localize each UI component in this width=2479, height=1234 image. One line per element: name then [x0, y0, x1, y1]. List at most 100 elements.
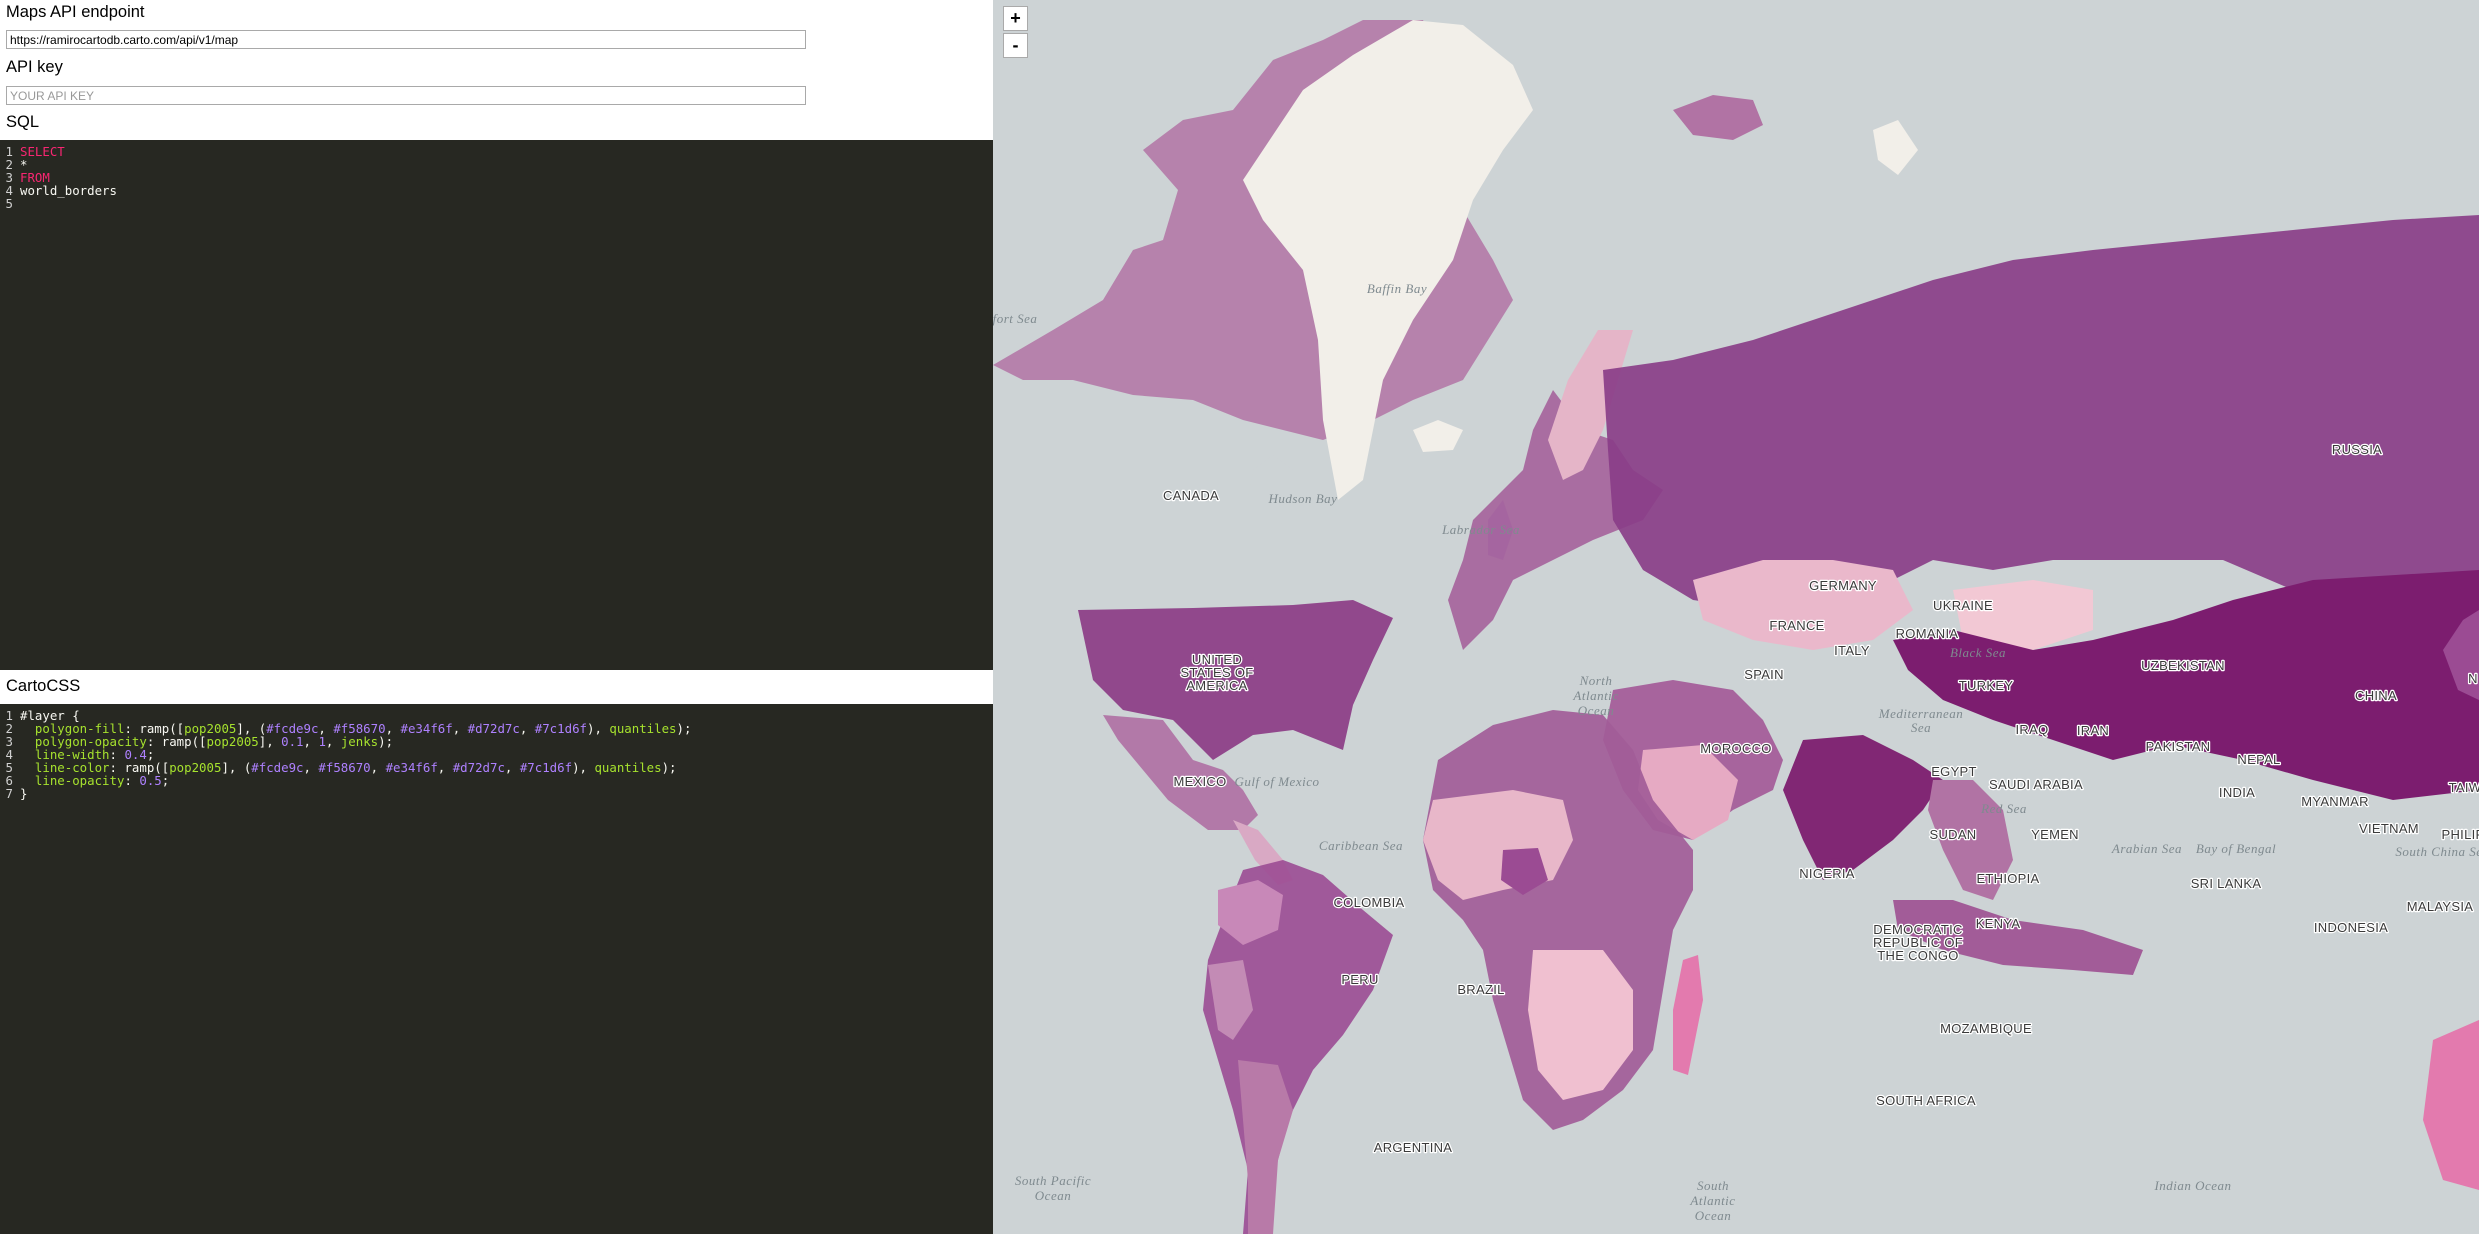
map-label-ukraine: UKRAINE	[1933, 598, 1993, 613]
map-label-mediterranean-1: Mediterranean	[1878, 706, 1963, 721]
map-canvas[interactable]: CANADA UNITED STATES OF AMERICA MEXICO C…	[993, 0, 2479, 1234]
line-number: 5	[5, 196, 13, 211]
map-label-china: CHINA	[2355, 688, 2397, 703]
southern-africa-shape	[1528, 950, 1633, 1100]
css-color: #7c1d6f	[519, 760, 573, 775]
css-color: #fcde9c	[266, 721, 319, 736]
map-label-russia: RUSSIA	[2332, 442, 2382, 457]
map-view[interactable]: CANADA UNITED STATES OF AMERICA MEXICO C…	[993, 0, 2479, 1234]
india-shape	[1783, 735, 1943, 880]
css-punct: ),	[572, 760, 595, 775]
map-label-south-pacific-2: Ocean	[1035, 1188, 1071, 1203]
map-label-ethiopia: ETHIOPIA	[1976, 871, 2039, 886]
map-label-south-atlantic-1: South	[1697, 1178, 1729, 1193]
css-color: #e34f6f	[385, 760, 438, 775]
api-key-input[interactable]	[6, 86, 806, 105]
code-line: 5	[0, 197, 993, 210]
map-label-red-sea: Red Sea	[1980, 801, 2027, 816]
mexico-shape	[1103, 715, 1258, 830]
line-number: 3	[5, 734, 13, 749]
map-label-bay-of-bengal: Bay of Bengal	[2196, 841, 2276, 856]
css-punct: ], (	[236, 721, 267, 736]
css-punct: :	[109, 760, 125, 775]
map-label-kenya: KENYA	[1976, 916, 2021, 931]
map-label-south-atlantic-2: Atlantic	[1689, 1193, 1735, 1208]
colombia-shape	[1218, 880, 1283, 945]
map-label-morocco: MOROCCO	[1700, 741, 1771, 756]
map-label-colombia: COLOMBIA	[1333, 895, 1404, 910]
map-label-sri-lanka: SRI LANKA	[2191, 876, 2262, 891]
css-punct: ),	[586, 721, 610, 736]
map-label-hudson-bay: Hudson Bay	[1268, 491, 1338, 506]
map-label-beaufort-sea: fort Sea	[993, 311, 1037, 326]
line-number: 3	[5, 170, 13, 185]
css-color: #e34f6f	[400, 721, 453, 736]
map-label-usa-1: UNITED	[1192, 652, 1242, 667]
map-label-nepal: NEPAL	[2237, 752, 2280, 767]
sql-keyword: SELECT	[20, 144, 65, 159]
css-brace: }	[20, 786, 28, 801]
map-label-korea: N	[2468, 671, 2478, 686]
css-punct: :	[124, 721, 140, 736]
line-number: 7	[5, 786, 13, 801]
sql-editor[interactable]: 1 SELECT 2 * 3 FROM 4 world_borders 5	[0, 140, 993, 670]
map-label-canada: CANADA	[1163, 488, 1219, 503]
map-label-iran: IRAN	[2077, 723, 2109, 738]
css-punct: ;	[161, 773, 170, 788]
madagascar-shape	[1673, 955, 1703, 1075]
map-label-argentina: ARGENTINA	[1374, 1140, 1453, 1155]
css-function: ramp	[161, 734, 192, 749]
map-label-saudi-arabia: SAUDI ARABIA	[1989, 777, 2083, 792]
map-label-pakistan: PAKISTAN	[2146, 739, 2211, 754]
australia-edge-shape	[2423, 1020, 2479, 1190]
map-label-drc-1: DEMOCRATIC	[1873, 922, 1962, 937]
map-label-south-china-sea: South China Se	[2395, 844, 2479, 859]
css-function: ramp	[139, 721, 170, 736]
map-label-mozambique: MOZAMBIQUE	[1940, 1021, 2032, 1036]
zoom-in-button[interactable]: +	[1003, 6, 1028, 31]
css-color: #fcde9c	[251, 760, 304, 775]
map-label-sudan: SUDAN	[1929, 827, 1976, 842]
kazakhstan-shape	[1693, 560, 1913, 650]
map-label-black-sea: Black Sea	[1950, 645, 2006, 660]
css-property: line-opacity	[34, 773, 125, 788]
map-label-indonesia: INDONESIA	[2314, 920, 2388, 935]
code-line: 4 world_borders	[0, 184, 993, 197]
line-number: 4	[5, 183, 13, 198]
map-label-iraq: IRAQ	[2016, 722, 2049, 737]
map-label-mexico: MEXICO	[1173, 774, 1226, 789]
css-color: #d72d7c	[467, 721, 520, 736]
code-line: 3 FROM	[0, 171, 993, 184]
css-punct: ,	[303, 760, 319, 775]
map-label-north-atlantic-2: Atlantic	[1572, 688, 1618, 703]
map-label-turkey: TURKEY	[1959, 678, 2014, 693]
endpoint-input[interactable]	[6, 30, 806, 49]
map-label-gulf-of-mexico: Gulf of Mexico	[1235, 774, 1320, 789]
css-punct: ,	[452, 721, 468, 736]
css-field: pop2005	[169, 760, 222, 775]
cartocss-editor[interactable]: 1 #layer { 2 polygon-fill: ramp([pop2005]…	[0, 704, 993, 1234]
code-line: 4 line-width: 0.4;	[0, 748, 993, 761]
map-label-drc-3: THE CONGO	[1877, 948, 1958, 963]
map-label-drc-2: REPUBLIC OF	[1873, 935, 1963, 950]
map-label-spain: SPAIN	[1744, 667, 1784, 682]
css-punct: );	[676, 721, 692, 736]
line-number: 1	[5, 144, 13, 159]
css-punct: ,	[325, 734, 341, 749]
css-punct: ,	[504, 760, 520, 775]
line-number: 2	[5, 157, 13, 172]
css-punct: ,	[303, 734, 319, 749]
css-number: 0.4	[124, 747, 147, 762]
peru-shape	[1208, 960, 1253, 1040]
css-property: line-width	[34, 747, 110, 762]
code-line: 7}	[0, 787, 993, 800]
zoom-out-button[interactable]: -	[1003, 33, 1028, 58]
map-label-egypt: EGYPT	[1931, 764, 1977, 779]
code-line: 1 #layer {	[0, 709, 993, 722]
css-punct: ], (	[221, 760, 252, 775]
nigeria-shape	[1501, 848, 1548, 895]
css-punct: );	[378, 734, 394, 749]
map-label-taiwan: TAIW	[2449, 780, 2479, 795]
css-punct: ,	[519, 721, 535, 736]
